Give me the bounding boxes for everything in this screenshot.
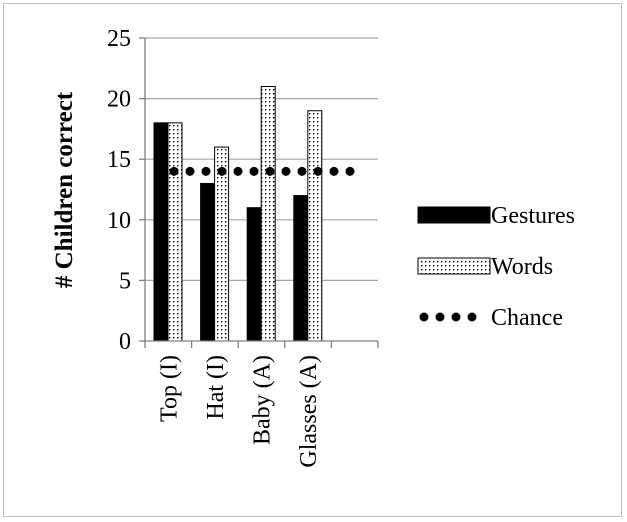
bars bbox=[153, 85, 323, 342]
axes bbox=[139, 37, 379, 348]
y-tick-labels: 0 5 10 15 20 25 bbox=[107, 26, 131, 355]
legend-swatch-words bbox=[417, 257, 491, 275]
legend-label-chance: Chance bbox=[491, 305, 563, 331]
bar-gestures-3 bbox=[293, 195, 309, 342]
y-tick-label: 5 bbox=[119, 268, 131, 294]
x-tick-label: Hat (I) bbox=[203, 355, 229, 420]
bar-gestures-0 bbox=[153, 122, 169, 342]
legend-swatch-gestures bbox=[417, 206, 491, 224]
x-tick-label: Baby (A) bbox=[250, 355, 276, 445]
bar-words-3 bbox=[307, 110, 323, 342]
bar-gestures-2 bbox=[246, 207, 262, 342]
legend-label-gestures: Gestures bbox=[491, 203, 575, 229]
x-tick-label: Top (I) bbox=[156, 355, 182, 422]
bar-words-1 bbox=[214, 146, 230, 342]
y-tick-label: 20 bbox=[107, 87, 131, 113]
y-tick-label: 25 bbox=[107, 26, 131, 52]
y-tick-label: 0 bbox=[119, 329, 131, 355]
legend: Gestures Words Chance bbox=[417, 203, 575, 331]
bar-gestures-1 bbox=[200, 182, 216, 342]
x-tick-labels: Top (I) Hat (I) Baby (A) Glasses (A) bbox=[156, 355, 322, 468]
y-tick-label: 10 bbox=[107, 208, 131, 234]
bar-words-0 bbox=[167, 122, 183, 342]
legend-label-words: Words bbox=[491, 254, 553, 280]
y-axis-label: # Children correct bbox=[51, 91, 78, 288]
x-tick-label: Glasses (A) bbox=[296, 355, 322, 468]
bar-words-2 bbox=[260, 85, 276, 342]
y-tick-label: 15 bbox=[107, 147, 131, 173]
